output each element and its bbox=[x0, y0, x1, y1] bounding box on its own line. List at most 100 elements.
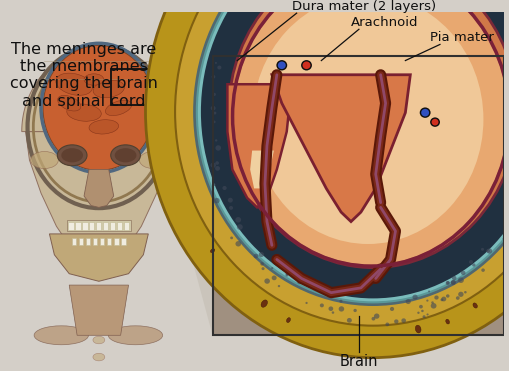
Text: Arachnoid: Arachnoid bbox=[350, 16, 418, 29]
Circle shape bbox=[212, 121, 215, 123]
Circle shape bbox=[210, 162, 216, 168]
Circle shape bbox=[276, 60, 287, 70]
Circle shape bbox=[338, 306, 344, 312]
Ellipse shape bbox=[380, 61, 385, 64]
Ellipse shape bbox=[443, 69, 454, 75]
Ellipse shape bbox=[43, 45, 154, 170]
Circle shape bbox=[463, 291, 466, 293]
Ellipse shape bbox=[286, 318, 290, 322]
Polygon shape bbox=[227, 84, 291, 207]
Circle shape bbox=[427, 290, 429, 292]
Bar bbox=[212, 56, 503, 335]
Circle shape bbox=[373, 313, 379, 319]
Bar bbox=[72, 238, 76, 245]
Ellipse shape bbox=[93, 336, 104, 344]
Ellipse shape bbox=[93, 353, 104, 361]
Ellipse shape bbox=[34, 326, 89, 345]
Text: The meninges are
the membranes
covering the brain
and spinal cord: The meninges are the membranes covering … bbox=[10, 42, 157, 109]
Circle shape bbox=[440, 298, 442, 301]
Ellipse shape bbox=[105, 100, 132, 116]
Ellipse shape bbox=[294, 68, 305, 74]
Ellipse shape bbox=[472, 303, 476, 308]
Ellipse shape bbox=[246, 60, 254, 65]
Ellipse shape bbox=[210, 249, 214, 253]
Circle shape bbox=[302, 62, 310, 69]
Bar bbox=[212, 56, 503, 335]
Circle shape bbox=[213, 112, 216, 115]
Text: Dura mater (2 layers): Dura mater (2 layers) bbox=[291, 0, 435, 13]
Circle shape bbox=[235, 241, 241, 246]
Circle shape bbox=[393, 319, 398, 324]
Circle shape bbox=[235, 217, 241, 223]
Ellipse shape bbox=[84, 74, 104, 85]
Ellipse shape bbox=[197, 0, 509, 301]
Circle shape bbox=[215, 166, 219, 171]
Circle shape bbox=[440, 296, 445, 301]
Circle shape bbox=[431, 119, 438, 125]
Circle shape bbox=[215, 161, 218, 165]
Circle shape bbox=[434, 295, 438, 300]
Circle shape bbox=[228, 198, 233, 203]
Circle shape bbox=[412, 295, 417, 300]
Circle shape bbox=[305, 302, 307, 304]
Circle shape bbox=[480, 248, 483, 251]
Ellipse shape bbox=[261, 300, 267, 307]
Circle shape bbox=[450, 280, 455, 285]
Circle shape bbox=[418, 305, 422, 308]
Circle shape bbox=[285, 272, 289, 275]
Polygon shape bbox=[84, 170, 114, 207]
Ellipse shape bbox=[61, 148, 83, 162]
Ellipse shape bbox=[175, 0, 509, 326]
Ellipse shape bbox=[93, 80, 124, 98]
Circle shape bbox=[222, 186, 226, 190]
Ellipse shape bbox=[410, 65, 421, 71]
Ellipse shape bbox=[495, 61, 501, 65]
Circle shape bbox=[460, 271, 465, 275]
Ellipse shape bbox=[110, 145, 140, 166]
Circle shape bbox=[457, 292, 463, 297]
Circle shape bbox=[451, 276, 456, 280]
Circle shape bbox=[450, 280, 455, 285]
Circle shape bbox=[214, 198, 219, 203]
Ellipse shape bbox=[67, 104, 101, 121]
Circle shape bbox=[229, 206, 233, 210]
Bar bbox=[0, 12, 212, 364]
Circle shape bbox=[385, 322, 388, 326]
Ellipse shape bbox=[327, 66, 340, 74]
Circle shape bbox=[237, 224, 242, 230]
Ellipse shape bbox=[57, 145, 87, 166]
Circle shape bbox=[215, 145, 220, 151]
Circle shape bbox=[485, 249, 489, 253]
Polygon shape bbox=[49, 234, 148, 281]
Bar bbox=[96, 221, 101, 230]
Circle shape bbox=[212, 93, 215, 96]
Ellipse shape bbox=[93, 370, 104, 371]
Circle shape bbox=[445, 294, 448, 298]
Circle shape bbox=[260, 262, 264, 266]
Circle shape bbox=[455, 296, 459, 300]
Ellipse shape bbox=[108, 326, 162, 345]
Circle shape bbox=[420, 109, 428, 116]
Ellipse shape bbox=[89, 120, 119, 134]
Circle shape bbox=[271, 267, 273, 269]
Circle shape bbox=[430, 301, 433, 304]
Circle shape bbox=[230, 236, 233, 239]
Circle shape bbox=[338, 300, 342, 303]
Circle shape bbox=[353, 309, 356, 312]
Circle shape bbox=[422, 315, 425, 318]
Circle shape bbox=[319, 303, 323, 307]
Circle shape bbox=[297, 280, 300, 284]
Ellipse shape bbox=[139, 151, 167, 168]
Circle shape bbox=[261, 267, 264, 270]
Circle shape bbox=[253, 254, 258, 258]
Bar bbox=[100, 238, 104, 245]
Ellipse shape bbox=[229, 0, 509, 267]
Ellipse shape bbox=[194, 0, 509, 304]
Ellipse shape bbox=[478, 64, 486, 68]
Bar bbox=[110, 69, 150, 105]
Ellipse shape bbox=[252, 0, 483, 244]
Ellipse shape bbox=[31, 151, 58, 168]
Bar bbox=[121, 238, 125, 245]
Ellipse shape bbox=[145, 0, 509, 358]
Circle shape bbox=[501, 237, 504, 240]
